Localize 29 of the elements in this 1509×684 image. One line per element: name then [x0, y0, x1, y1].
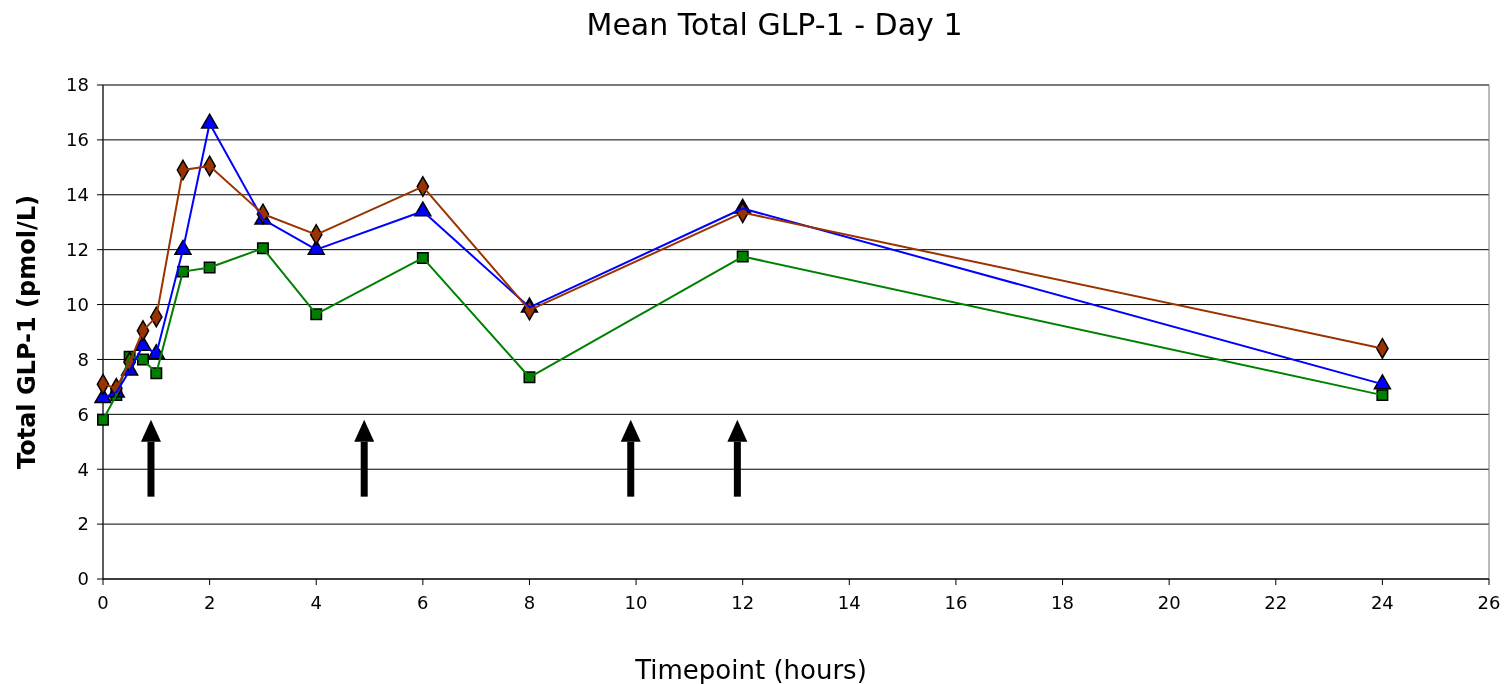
y-tick-label: 18 — [66, 74, 89, 96]
x-tick-label: 24 — [1370, 592, 1394, 613]
y-tick-label: 14 — [66, 184, 89, 206]
x-tick-label: 6 — [417, 592, 429, 613]
x-tick-label: 14 — [837, 592, 861, 613]
x-tick-label: 20 — [1157, 592, 1181, 613]
x-tick-label: 18 — [1051, 592, 1074, 613]
x-tick-label: 12 — [731, 592, 755, 613]
point — [1376, 389, 1389, 402]
x-tick-label: 4 — [310, 592, 322, 613]
x-tick-label: 0 — [97, 592, 109, 613]
x-tick-label: 16 — [944, 592, 968, 613]
y-tick-label: 6 — [77, 403, 89, 425]
x-tick-label: 26 — [1477, 592, 1501, 613]
y-tick-label: 0 — [77, 568, 89, 590]
y-tick-label: 8 — [77, 348, 89, 370]
x-tick-label: 10 — [624, 592, 648, 613]
y-tick-label: 4 — [77, 458, 89, 480]
point — [97, 413, 109, 426]
y-tick-label: 12 — [66, 238, 89, 260]
x-tick-label: 2 — [203, 592, 216, 613]
y-axis-title: Total GLP-1 (pmol/L) — [13, 195, 41, 469]
y-tick-label: 16 — [66, 129, 89, 151]
x-tick-label: 22 — [1264, 592, 1288, 613]
x-tick-label: 8 — [523, 592, 536, 613]
x-axis-title: Timepoint (hours) — [634, 655, 867, 684]
y-tick-label: 2 — [77, 513, 89, 535]
y-tick-label: 10 — [66, 293, 89, 315]
chart-title: Mean Total GLP-1 - Day 1 — [586, 7, 963, 42]
